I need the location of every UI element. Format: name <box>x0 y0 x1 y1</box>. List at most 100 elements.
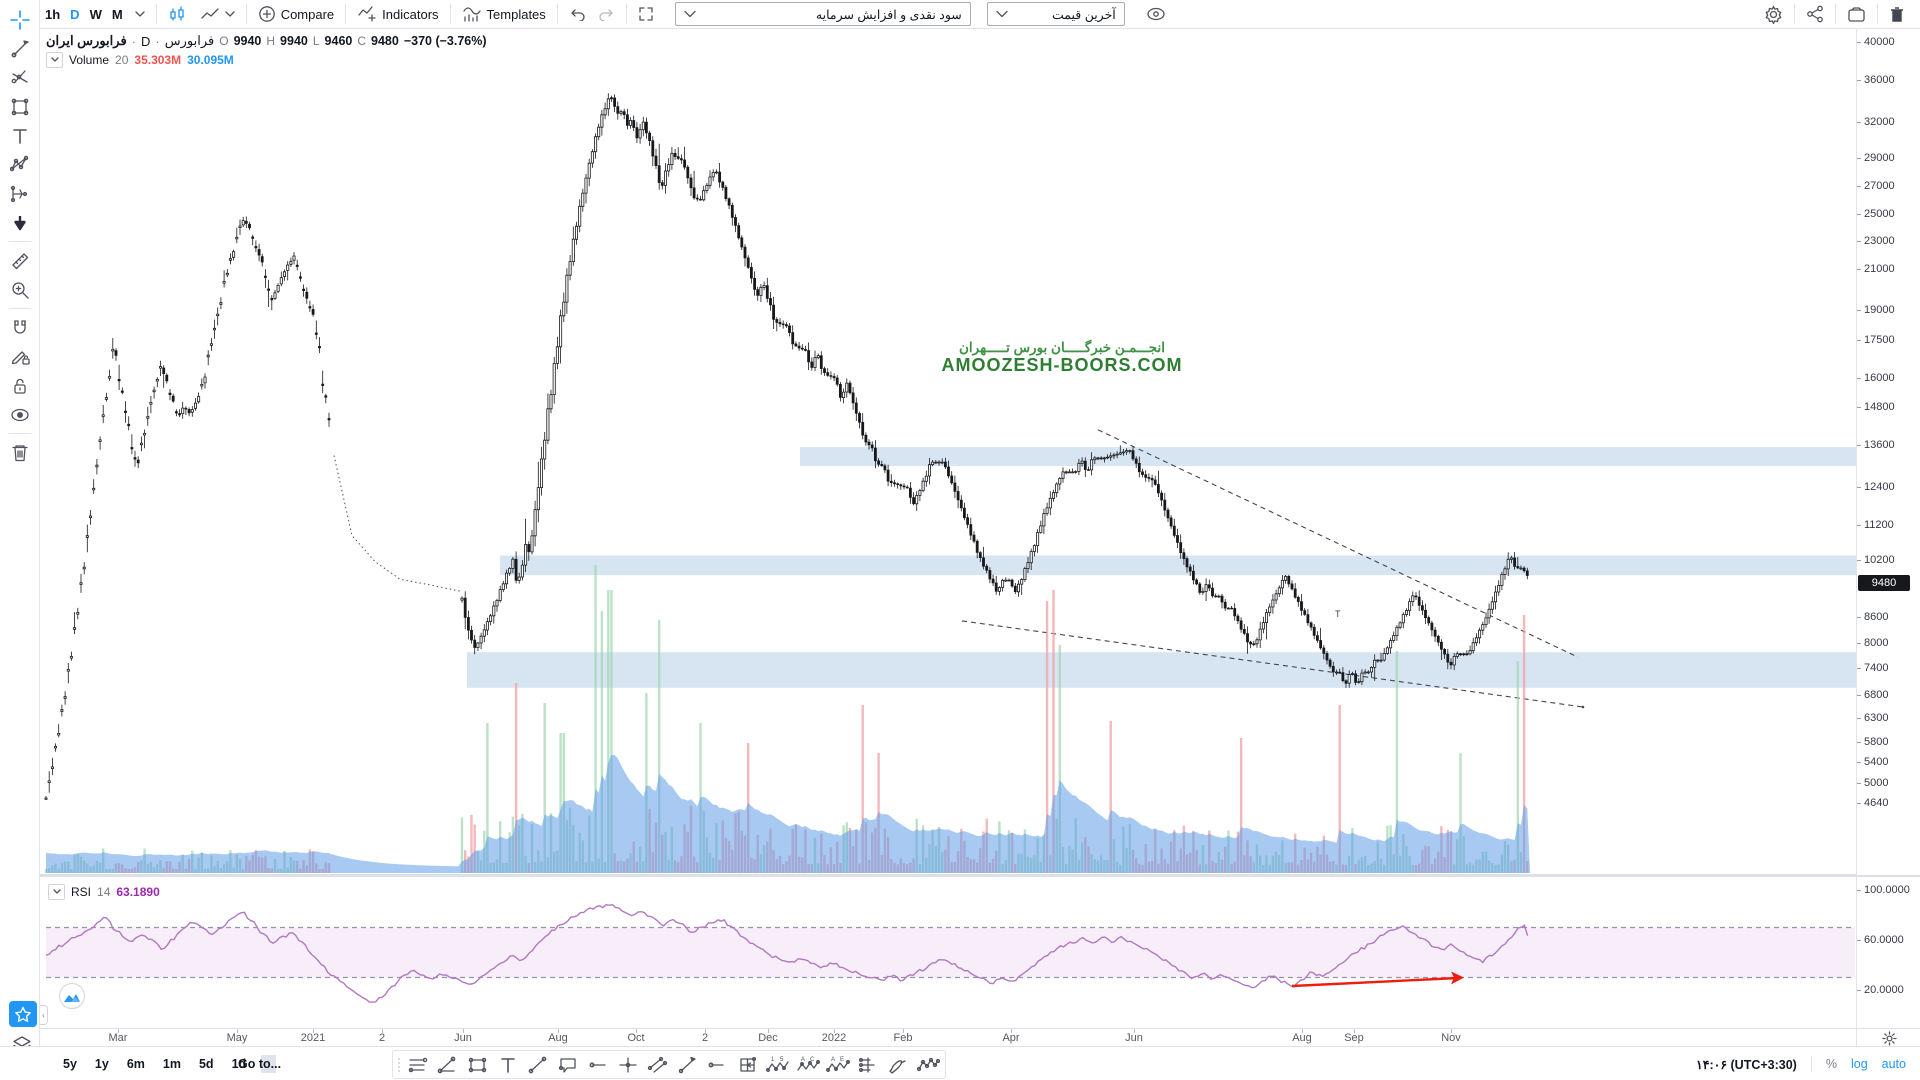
crosshair-icon[interactable] <box>5 5 35 34</box>
trend-angle-tool-icon[interactable] <box>433 1052 463 1077</box>
horizontal-lines-tool-icon[interactable] <box>403 1052 433 1077</box>
price-axis-label: 7400 <box>1856 662 1889 674</box>
remove-objects-icon[interactable] <box>5 438 35 467</box>
price-axis-label: 10200 <box>1857 554 1895 566</box>
pane-separator[interactable] <box>40 875 1920 877</box>
last-price-dropdown[interactable]: آخرین قیمت <box>986 2 1125 26</box>
fullscreen-button[interactable] <box>631 2 661 26</box>
price-axis-label: 13600 <box>1857 439 1895 451</box>
volume-menu-chevron[interactable] <box>46 52 63 68</box>
horizontal-ray-tool-icon[interactable] <box>583 1052 613 1077</box>
axis-gear-icon[interactable] <box>1881 1030 1897 1046</box>
trend-line-tool-icon[interactable] <box>523 1052 553 1077</box>
delete-trash-icon[interactable] <box>1882 2 1912 26</box>
arrow-marker-icon[interactable] <box>5 208 35 237</box>
shapes-icon[interactable] <box>5 92 35 121</box>
watchlist-eye-icon[interactable] <box>1139 2 1173 26</box>
chart-canvas[interactable]: T <box>40 28 1856 1028</box>
measure-icon[interactable] <box>5 246 35 275</box>
timeframe-1w[interactable]: W <box>89 6 102 22</box>
low-value: 9460 <box>324 34 353 48</box>
hide-drawings-icon[interactable] <box>5 400 35 429</box>
timeframe-menu-button[interactable] <box>128 2 152 26</box>
lock-drawings-icon[interactable] <box>5 371 35 400</box>
text-annotation-tool-icon[interactable] <box>493 1052 523 1077</box>
timeframe-1m[interactable]: M <box>111 6 123 22</box>
settings-gear-icon[interactable] <box>1757 2 1790 26</box>
drawing-tools-sidebar <box>0 0 40 1046</box>
share-icon[interactable] <box>1799 2 1831 26</box>
svg-text:C: C <box>810 1057 815 1063</box>
range-button-5d[interactable]: 5d <box>198 1057 214 1071</box>
callout-tool-icon[interactable] <box>553 1052 583 1077</box>
gann-fib-icon[interactable] <box>5 63 35 92</box>
range-button-1d[interactable]: 1d <box>231 1057 247 1071</box>
time-axis-label: Nov <box>1441 1032 1461 1044</box>
toolbar-right-group <box>1757 0 1912 28</box>
favorites-star-button[interactable] <box>9 1001 37 1027</box>
percent-scale-toggle[interactable]: % <box>1825 1057 1837 1071</box>
magnet-icon[interactable] <box>5 313 35 342</box>
stay-in-drawing-mode-icon[interactable] <box>5 342 35 371</box>
line-style-button[interactable] <box>193 2 242 26</box>
toolbar-separator <box>155 4 157 24</box>
timeframe-1h[interactable]: 1h <box>45 6 61 22</box>
brush-tool-icon[interactable] <box>883 1052 913 1077</box>
pattern-tool-icon[interactable] <box>913 1052 943 1077</box>
toolbar-separator <box>345 4 347 24</box>
rsi-menu-chevron[interactable] <box>48 884 65 900</box>
templates-button[interactable]: Templates <box>455 2 553 26</box>
rsi-axis-label: 100.0000 <box>1857 884 1910 896</box>
timeframe-1d[interactable]: D <box>70 6 80 22</box>
range-button-1m[interactable]: 1m <box>162 1057 181 1071</box>
time-axis-label: Dec <box>758 1032 778 1044</box>
price-axis-label: 5800 <box>1856 736 1889 748</box>
range-button-1y[interactable]: 1y <box>94 1057 109 1071</box>
indicators-button[interactable]: Indicators <box>350 2 445 26</box>
svg-text:E: E <box>840 1057 844 1063</box>
candle-style-button[interactable] <box>161 2 193 26</box>
auto-scale-toggle[interactable]: auto <box>1881 1057 1906 1071</box>
trend-line-icon[interactable] <box>5 34 35 63</box>
rectangle-tool-icon[interactable] <box>463 1052 493 1077</box>
zoom-in-icon[interactable] <box>5 275 35 304</box>
corporate-events-dropdown[interactable]: سود نقدی و افزایش سرمایه <box>674 2 971 26</box>
goto-date-button[interactable]: Go to... <box>238 1057 282 1071</box>
time-axis-label: Jun <box>454 1032 472 1044</box>
time-axis-label: Apr <box>1002 1032 1020 1044</box>
price-axis-label: 16000 <box>1857 372 1895 384</box>
undo-button[interactable] <box>562 2 592 26</box>
strip-drag-handle[interactable] <box>395 1057 403 1072</box>
pane-collapse-tab[interactable]: ‹ <box>40 1005 48 1025</box>
price-axis-label: 8600 <box>1856 611 1889 623</box>
price-axis[interactable]: 40000 36000 32000 29000 27000 25000 23000 21000… <box>1856 28 1920 1028</box>
range-button-5y[interactable]: 5y <box>63 1057 77 1071</box>
toolbar-separator <box>449 4 451 24</box>
fib-levels-tool-icon[interactable] <box>853 1052 883 1077</box>
range-button-6m[interactable]: 6m <box>126 1057 145 1071</box>
cross-line-tool-icon[interactable] <box>613 1052 643 1077</box>
xabcd-pattern-icon[interactable] <box>5 150 35 179</box>
volume-legend[interactable]: Volume 20 35.303M 30.095M <box>46 52 234 68</box>
compare-button[interactable]: Compare <box>251 2 341 26</box>
parallel-channel-tool-icon[interactable] <box>643 1052 673 1077</box>
axis-settings-corner[interactable] <box>1856 1028 1920 1047</box>
time-axis[interactable]: Mar May 2021 2 Jun Aug Oct 2 Dec 2022 Feb Apr Jun Aug… <box>40 1028 1856 1047</box>
forecast-icon[interactable] <box>5 179 35 208</box>
ray-tool-icon[interactable] <box>703 1052 733 1077</box>
rsi-legend[interactable]: RSI 14 63.1890 <box>48 884 160 900</box>
rsi-value: 63.1890 <box>116 885 160 899</box>
clock[interactable]: ۱۴:۰۶ (UTC+3:30) <box>1696 1057 1797 1072</box>
symbol-legend[interactable]: فرابورس ایران · D · فرابورس O 9940 H 9940 … <box>46 33 487 49</box>
redo-button[interactable] <box>592 2 622 26</box>
snapshot-icon[interactable] <box>1840 2 1873 26</box>
volume-ma-value: 30.095M <box>187 53 234 67</box>
text-tool-icon[interactable] <box>5 121 35 150</box>
log-scale-toggle[interactable]: log <box>1850 1057 1868 1071</box>
gann-box-tool-icon[interactable] <box>733 1052 763 1077</box>
arrow-tool-icon[interactable] <box>673 1052 703 1077</box>
